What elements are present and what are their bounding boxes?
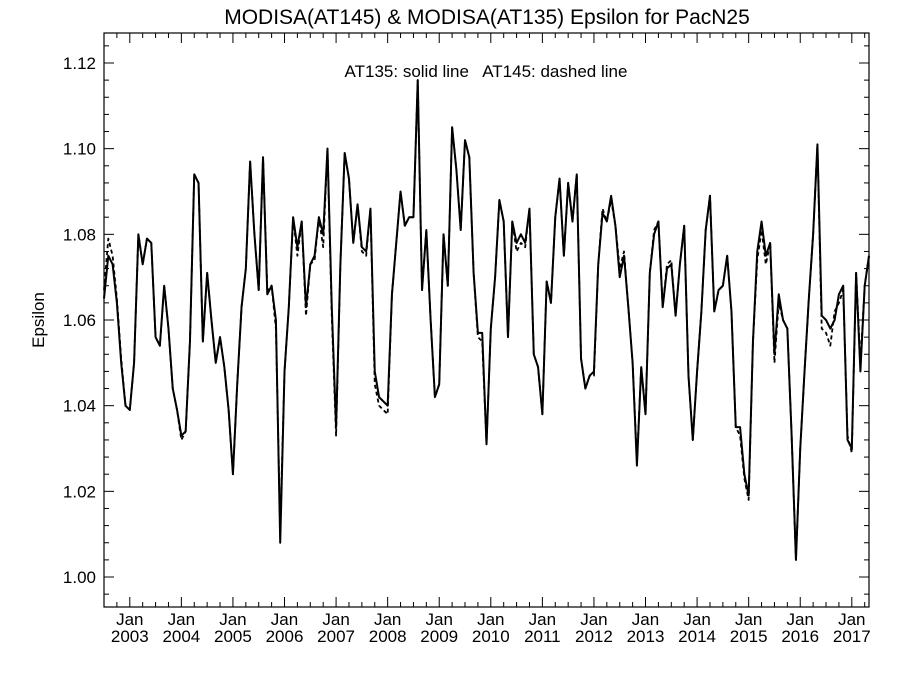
x-tick-label-month: Jan (219, 610, 246, 629)
series-line-at145 (103, 79, 870, 561)
x-tick-label-year: 2009 (420, 627, 458, 646)
chart-title: MODISA(AT145) & MODISA(AT135) Epsilon fo… (224, 6, 750, 29)
y-tick-label: 1.04 (63, 397, 96, 416)
x-tick-label-month: Jan (168, 610, 195, 629)
x-tick-label-year: 2006 (266, 627, 304, 646)
y-tick-label: 1.12 (63, 54, 96, 73)
x-tick-label-month: Jan (787, 610, 814, 629)
x-tick-label-month: Jan (116, 610, 143, 629)
x-tick-label-year: 2005 (214, 627, 252, 646)
data-series (103, 79, 870, 561)
x-tick-label-year: 2010 (472, 627, 510, 646)
x-tick-label-year: 2012 (575, 627, 613, 646)
x-tick-label-year: 2003 (111, 627, 149, 646)
x-tick-label-year: 2011 (524, 627, 561, 646)
x-tick-label-month: Jan (271, 610, 298, 629)
y-axis-label: Epsilon (29, 292, 48, 348)
y-tick-label: 1.00 (63, 568, 96, 587)
x-tick-label-month: Jan (477, 610, 504, 629)
x-tick-label-month: Jan (426, 610, 453, 629)
x-tick-label-year: 2007 (317, 627, 355, 646)
x-tick-label-month: Jan (838, 610, 865, 629)
x-tick-label-year: 2015 (730, 627, 768, 646)
x-tick-label-month: Jan (529, 610, 556, 629)
y-tick-label: 1.08 (63, 225, 96, 244)
y-tick-label: 1.06 (63, 311, 96, 330)
x-tick-label-month: Jan (322, 610, 349, 629)
x-tick-label-month: Jan (735, 610, 762, 629)
x-tick-label-year: 2008 (369, 627, 407, 646)
chart-annotation: AT135: solid line AT145: dashed line (345, 62, 628, 81)
x-tick-label-year: 2017 (833, 627, 871, 646)
x-tick-label-month: Jan (683, 610, 710, 629)
x-tick-label-month: Jan (580, 610, 607, 629)
x-tick-label-month: Jan (632, 610, 659, 629)
x-tick-label-year: 2016 (781, 627, 819, 646)
series-line-at135 (103, 79, 870, 561)
x-tick-label-year: 2013 (627, 627, 665, 646)
x-tick-label-year: 2004 (162, 627, 200, 646)
x-tick-label-year: 2014 (678, 627, 716, 646)
y-tick-label: 1.10 (63, 140, 96, 159)
axis-ticks: 1.001.021.041.061.081.101.12Jan2003Jan20… (63, 33, 871, 646)
x-tick-label-month: Jan (374, 610, 401, 629)
y-tick-label: 1.02 (63, 482, 96, 501)
